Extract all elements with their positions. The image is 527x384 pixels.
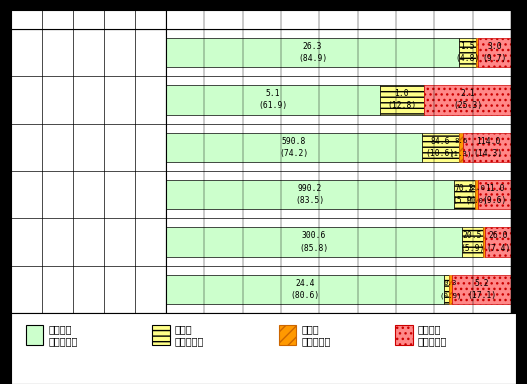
Bar [166, 180, 454, 209]
Text: 990.2: 990.2 [298, 184, 323, 193]
Text: 590.8: 590.8 [282, 137, 306, 146]
Text: (5.9): (5.9) [452, 196, 476, 205]
Text: 12.0: 12.0 [467, 185, 485, 191]
Text: 24.4: 24.4 [295, 279, 315, 288]
Bar [449, 275, 452, 304]
Text: 20.5: 20.5 [463, 231, 482, 240]
Text: 3.0: 3.0 [487, 42, 502, 51]
Text: (9.7): (9.7) [482, 54, 506, 63]
Text: 昼のみ
基準値以下: 昼のみ 基準値以下 [175, 324, 204, 346]
Text: 84.6: 84.6 [431, 137, 450, 146]
Text: 0.3: 0.3 [444, 280, 457, 286]
Text: (80.6): (80.6) [290, 291, 320, 300]
Bar [463, 132, 513, 162]
Text: (1.0): (1.0) [465, 197, 487, 204]
Text: 1.0: 1.0 [394, 89, 409, 98]
Text: (14.3): (14.3) [473, 149, 503, 158]
Text: (83.5): (83.5) [296, 196, 325, 205]
Bar [166, 132, 422, 162]
Text: (5.9): (5.9) [460, 243, 484, 253]
Text: (25.3): (25.3) [453, 101, 482, 111]
Bar [475, 180, 478, 209]
Text: 昼夜とも
基準値超過: 昼夜とも 基準値超過 [418, 324, 447, 346]
Text: 2.1: 2.1 [460, 89, 475, 98]
Bar [476, 38, 477, 67]
Text: 70.3: 70.3 [455, 184, 474, 193]
Bar [485, 227, 511, 257]
FancyBboxPatch shape [152, 325, 170, 345]
Text: 26.0: 26.0 [489, 231, 508, 240]
Text: (85.8): (85.8) [299, 243, 329, 253]
Text: 11.0: 11.0 [485, 184, 504, 193]
Bar [166, 38, 459, 67]
Text: (9.6): (9.6) [482, 196, 507, 205]
Bar [477, 38, 511, 67]
Text: 8.6: 8.6 [454, 138, 468, 144]
Text: (61.9): (61.9) [258, 101, 287, 111]
Bar [459, 38, 476, 67]
Text: 114.0: 114.0 [476, 137, 500, 146]
Bar [483, 227, 485, 257]
Text: 300.6: 300.6 [302, 231, 326, 240]
Text: (12.8): (12.8) [387, 101, 416, 111]
Text: 1.5: 1.5 [460, 42, 475, 51]
Bar [424, 85, 511, 114]
Text: (10.6): (10.6) [426, 149, 455, 158]
Bar [166, 85, 379, 114]
Bar [422, 132, 458, 162]
Text: (4.8): (4.8) [455, 54, 480, 63]
Bar [452, 275, 511, 304]
Bar [458, 132, 463, 162]
FancyBboxPatch shape [395, 325, 413, 345]
Text: (7.4): (7.4) [486, 243, 510, 253]
Bar [379, 85, 424, 114]
Text: (1.3): (1.3) [450, 150, 472, 157]
Bar [444, 275, 449, 304]
Bar [462, 227, 483, 257]
Text: 夜のみ
基準値以下: 夜のみ 基準値以下 [301, 324, 331, 346]
Bar [166, 275, 444, 304]
Text: (74.2): (74.2) [279, 149, 309, 158]
Text: 5.2: 5.2 [474, 279, 489, 288]
Bar [454, 180, 475, 209]
Text: 5.1: 5.1 [266, 89, 280, 98]
Text: (84.9): (84.9) [298, 54, 327, 63]
Text: (0.9): (0.9) [440, 292, 462, 299]
Bar [478, 180, 511, 209]
FancyBboxPatch shape [279, 325, 296, 345]
Text: 昼夜とも
基準値以下: 昼夜とも 基準値以下 [48, 324, 78, 346]
Text: (17.1): (17.1) [467, 291, 496, 300]
FancyBboxPatch shape [26, 325, 43, 345]
Text: 26.3: 26.3 [303, 42, 323, 51]
Bar [166, 227, 462, 257]
